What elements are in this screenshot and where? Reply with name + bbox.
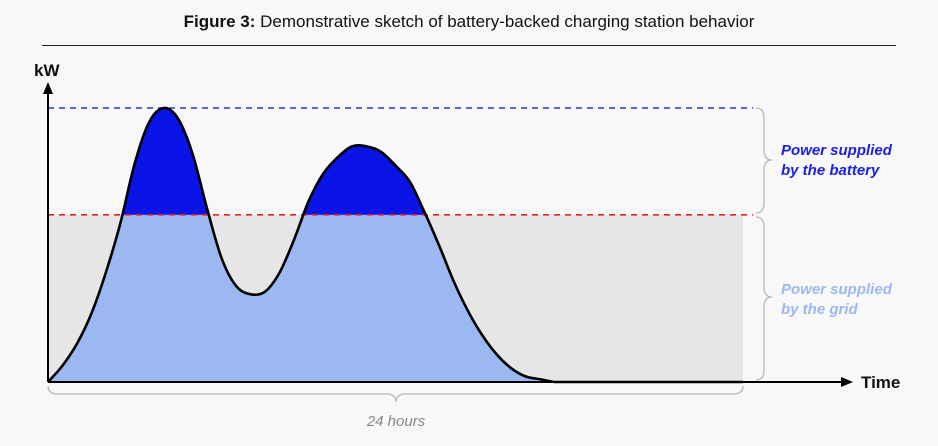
- duration-label: 24 hours: [366, 413, 426, 430]
- x-axis-arrow: [841, 377, 853, 387]
- grid-annotation-line2: by the grid: [781, 301, 859, 318]
- battery-bracket: [755, 107, 773, 214]
- grid-bracket: [755, 216, 773, 381]
- y-axis-label: kW: [34, 61, 60, 80]
- figure-number: Figure 3:: [183, 12, 256, 31]
- figure-title-text: Demonstrative sketch of battery-backed c…: [255, 12, 755, 31]
- battery-annotation-line2: by the battery: [781, 162, 880, 179]
- grid-supplied-area: [48, 214, 743, 382]
- battery-supplied-area: [122, 107, 426, 215]
- duration-bracket: [47, 385, 744, 403]
- battery-annotation-line1: Power supplied: [781, 142, 893, 159]
- figure-title: Figure 3: Demonstrative sketch of batter…: [0, 12, 938, 32]
- x-axis-label: Time: [861, 373, 900, 392]
- grid-annotation-line1: Power supplied: [781, 281, 893, 298]
- title-divider: [42, 45, 896, 46]
- y-axis-arrow: [43, 82, 53, 94]
